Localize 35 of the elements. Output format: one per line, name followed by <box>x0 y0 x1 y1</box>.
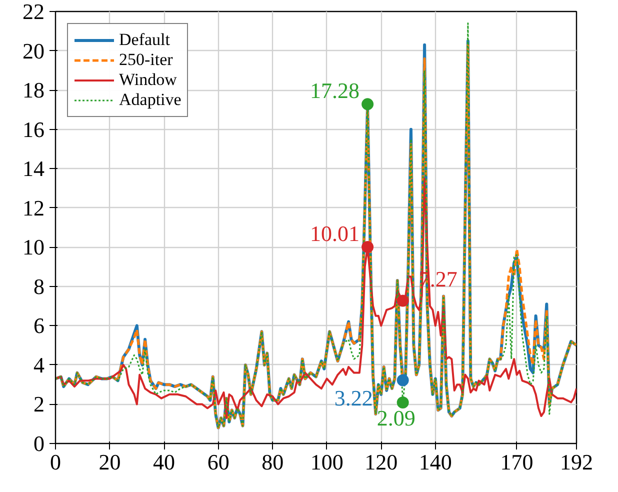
x-tick-label: 20 <box>98 450 121 474</box>
x-tick-label: 100 <box>310 450 344 474</box>
y-tick-label: 8 <box>34 274 44 299</box>
x-tick-label: 120 <box>364 450 398 474</box>
y-tick-label: 2 <box>34 392 44 417</box>
point <box>362 240 374 253</box>
y-tick-label: 0 <box>34 431 44 456</box>
legend-label: 250-iter <box>119 50 173 70</box>
y-tick-label: 6 <box>34 313 44 338</box>
data-label: 3.22 <box>334 385 373 410</box>
data-label: 10.01 <box>310 220 360 246</box>
x-tick-label: 80 <box>262 450 284 474</box>
x-tick-label: 170 <box>500 450 534 474</box>
legend-label: Adaptive <box>119 90 182 110</box>
y-tick-label: 20 <box>22 38 44 64</box>
y-tick-label: 16 <box>22 116 44 142</box>
y-tick-label: 14 <box>22 156 44 182</box>
x-tick-label: 0 <box>50 450 61 474</box>
point <box>396 294 409 307</box>
x-tick-label: 140 <box>418 450 452 474</box>
x-tick-label: 60 <box>207 450 230 474</box>
point <box>362 98 374 110</box>
data-label: 2.09 <box>376 405 416 430</box>
y-tick-label: 12 <box>22 195 44 220</box>
legend-label: Default <box>119 30 170 50</box>
y-tick-label: 18 <box>22 78 44 103</box>
x-tick-label: 192 <box>560 450 593 474</box>
point <box>396 374 409 386</box>
y-tick-label: 4 <box>34 352 44 378</box>
y-tick-label: 10 <box>22 234 44 260</box>
point <box>396 396 409 408</box>
y-tick-label: 22 <box>22 0 44 24</box>
data-label: 17.28 <box>310 78 360 104</box>
x-tick-label: 40 <box>153 450 176 474</box>
legend-label: Window <box>119 70 177 90</box>
